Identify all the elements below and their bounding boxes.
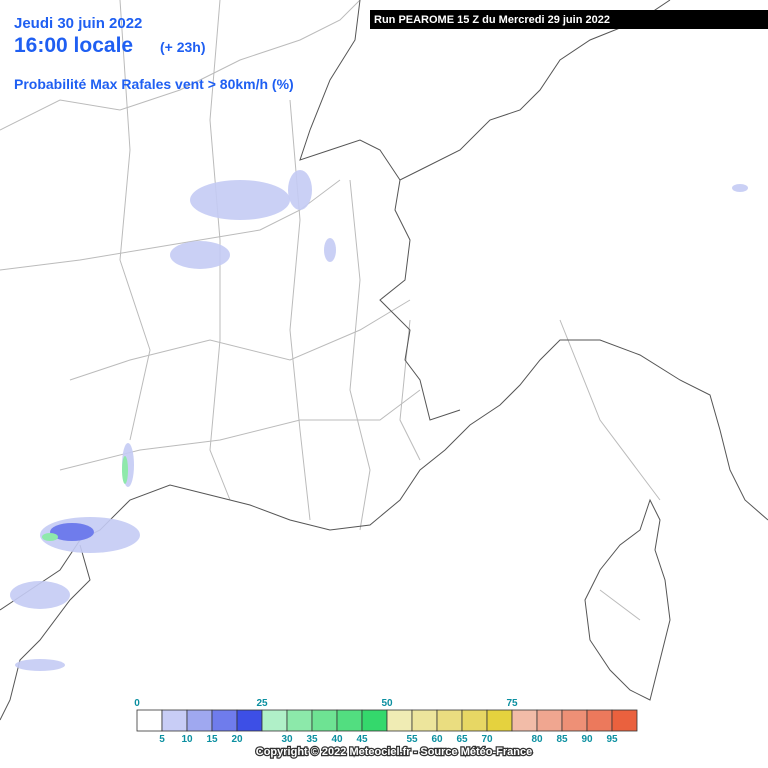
area [122, 456, 128, 484]
area [42, 533, 58, 541]
legend-cell [136, 709, 163, 732]
lead: (+ 23h) [160, 39, 206, 55]
legend-label: 95 [606, 734, 618, 745]
run-bar [370, 10, 768, 29]
legend-label: 65 [456, 734, 468, 745]
legend-cell [511, 709, 538, 732]
area [324, 238, 336, 262]
legend-cell [361, 709, 388, 732]
legend-label: 50 [381, 698, 393, 709]
legend-cell [261, 709, 288, 732]
legend-cell [236, 709, 263, 732]
probability-areas [10, 170, 748, 671]
coastline [0, 339, 768, 721]
legend-label: 15 [206, 734, 218, 745]
time: 16:00 locale [14, 34, 133, 57]
legend-label: 25 [256, 698, 268, 709]
legend-label: 90 [581, 734, 593, 745]
date: Jeudi 30 juin 2022 [14, 15, 142, 32]
frontier [299, 0, 671, 421]
copyright: Copyright © 2022 Meteociel.fr - Source M… [256, 746, 532, 758]
legend-label: 0 [134, 698, 140, 709]
legend-cell [311, 709, 338, 732]
run-label: Run PEAROME 15 Z du Mercredi 29 juin 202… [374, 14, 610, 26]
area [10, 581, 70, 609]
legend-label: 10 [181, 734, 193, 745]
legend-cell [161, 709, 188, 732]
legend-label: 35 [306, 734, 318, 745]
area [190, 180, 290, 220]
product: Probabilité Max Rafales vent > 80km/h (%… [14, 76, 294, 92]
legend-cell [561, 709, 588, 732]
legend-label: 75 [506, 698, 518, 709]
legend-label: 40 [331, 734, 343, 745]
legend-cell [536, 709, 563, 732]
legend-cell [486, 709, 513, 732]
legend-cell [386, 709, 413, 732]
area [50, 523, 94, 541]
legend-label: 80 [531, 734, 543, 745]
legend-label: 60 [431, 734, 443, 745]
area [288, 170, 312, 210]
area [15, 659, 65, 671]
legend-cell [336, 709, 363, 732]
legend-label: 55 [406, 734, 418, 745]
legend-cell [611, 709, 638, 732]
legend-cell [411, 709, 438, 732]
area [732, 184, 748, 192]
legend-label: 20 [231, 734, 243, 745]
legend-cell [436, 709, 463, 732]
legend-label: 45 [356, 734, 368, 745]
legend-label: 70 [481, 734, 493, 745]
area [170, 241, 230, 269]
legend-cell [586, 709, 613, 732]
legend-cell [186, 709, 213, 732]
legend-label: 85 [556, 734, 568, 745]
legend-cell [286, 709, 313, 732]
legend-cell [461, 709, 488, 732]
legend-label: 5 [159, 734, 165, 745]
legend-cell [211, 709, 238, 732]
legend-label: 30 [281, 734, 293, 745]
